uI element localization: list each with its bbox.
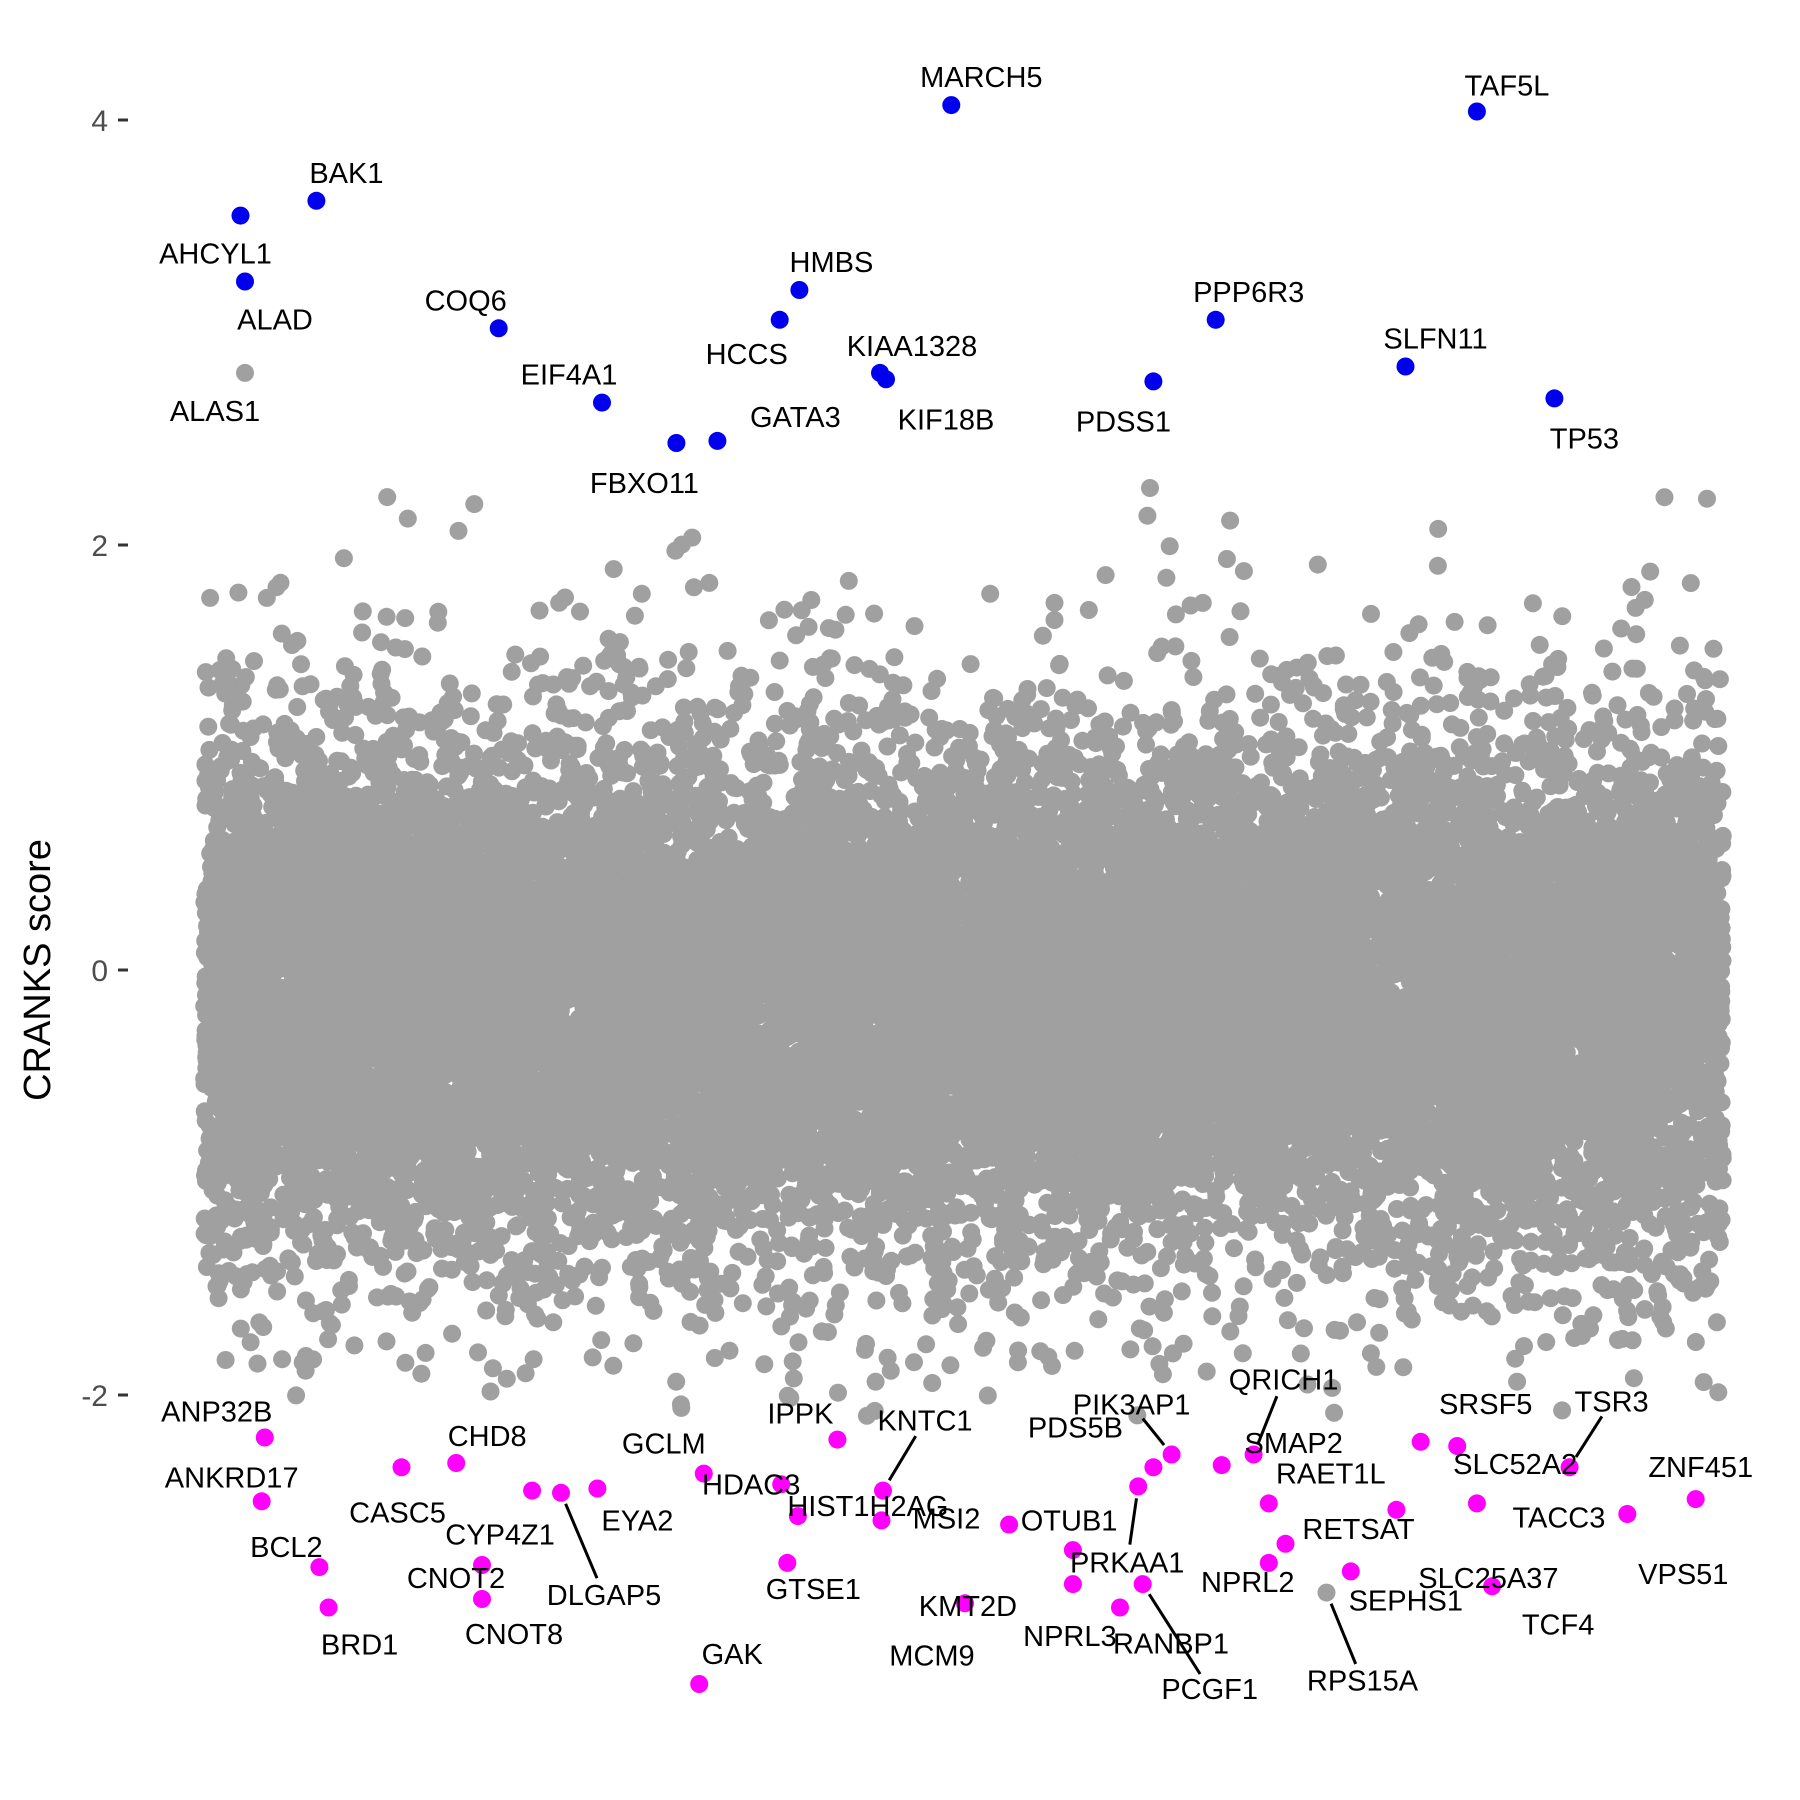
background-point bbox=[1203, 1307, 1222, 1326]
background-point bbox=[881, 1361, 900, 1380]
background-point bbox=[1234, 1277, 1253, 1296]
background-point bbox=[413, 647, 432, 666]
background-point bbox=[1250, 649, 1269, 668]
background-point bbox=[285, 1267, 304, 1286]
background-point bbox=[1370, 1323, 1389, 1342]
background-point bbox=[1263, 1269, 1282, 1288]
background-point bbox=[836, 605, 855, 624]
background-point bbox=[1221, 1322, 1240, 1341]
background-point bbox=[1033, 626, 1052, 645]
background-point bbox=[465, 495, 484, 514]
background-point bbox=[905, 1353, 923, 1372]
background-point bbox=[1469, 708, 1488, 727]
background-point bbox=[905, 617, 924, 636]
background-point bbox=[1424, 676, 1443, 695]
background-point bbox=[604, 1356, 623, 1375]
y-tick-label: -2 bbox=[81, 1380, 108, 1413]
background-point bbox=[767, 732, 786, 751]
background-point bbox=[961, 655, 980, 674]
background-point bbox=[1612, 619, 1631, 638]
y-axis: -2 0 2 4 bbox=[81, 105, 128, 1413]
background-point bbox=[867, 1291, 886, 1310]
y-tick-label: 2 bbox=[91, 530, 108, 563]
background-point bbox=[789, 1333, 808, 1352]
background-point bbox=[1182, 651, 1201, 670]
background-point bbox=[544, 1313, 563, 1332]
background-point bbox=[1234, 562, 1253, 581]
background-point bbox=[1362, 604, 1380, 623]
background-point bbox=[1429, 519, 1448, 538]
background-point bbox=[571, 602, 589, 621]
background-point bbox=[1603, 662, 1622, 681]
background-point bbox=[1445, 612, 1464, 631]
y-tick-label: 0 bbox=[91, 955, 108, 988]
background-point bbox=[1665, 699, 1684, 718]
background-point bbox=[1624, 1369, 1643, 1388]
background-point bbox=[530, 601, 549, 620]
background-point bbox=[1121, 1340, 1140, 1359]
background-point bbox=[1594, 639, 1613, 658]
background-point bbox=[1478, 616, 1497, 635]
background-point bbox=[443, 1324, 462, 1343]
background-point bbox=[1485, 1259, 1504, 1278]
background-point bbox=[334, 549, 353, 568]
background-point bbox=[502, 662, 521, 681]
background-point bbox=[960, 1284, 979, 1303]
background-point bbox=[1291, 1344, 1310, 1363]
background-point bbox=[1325, 1403, 1344, 1422]
background-point bbox=[1627, 625, 1646, 644]
background-point bbox=[1231, 602, 1250, 621]
background-point bbox=[229, 583, 248, 602]
background-point bbox=[1318, 647, 1337, 666]
background-point bbox=[1287, 1273, 1306, 1292]
background-point bbox=[1707, 1313, 1726, 1332]
background-point bbox=[1428, 556, 1447, 575]
background-point bbox=[1384, 643, 1403, 661]
y-tick-label: 4 bbox=[91, 105, 108, 138]
background-points bbox=[195, 479, 1732, 1425]
background-point bbox=[1098, 666, 1117, 685]
background-point bbox=[659, 650, 678, 669]
